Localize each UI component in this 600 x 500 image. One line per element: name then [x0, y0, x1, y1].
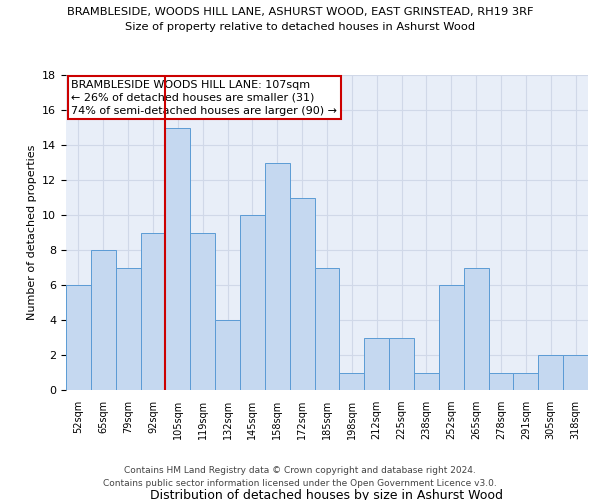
- Bar: [563, 355, 588, 390]
- Bar: [389, 338, 414, 390]
- Bar: [240, 215, 265, 390]
- Bar: [66, 285, 91, 390]
- Bar: [116, 268, 140, 390]
- Bar: [538, 355, 563, 390]
- Bar: [439, 285, 464, 390]
- Bar: [514, 372, 538, 390]
- Bar: [91, 250, 116, 390]
- Bar: [190, 232, 215, 390]
- Text: Contains HM Land Registry data © Crown copyright and database right 2024.
Contai: Contains HM Land Registry data © Crown c…: [103, 466, 497, 487]
- Text: BRAMBLESIDE, WOODS HILL LANE, ASHURST WOOD, EAST GRINSTEAD, RH19 3RF: BRAMBLESIDE, WOODS HILL LANE, ASHURST WO…: [67, 8, 533, 18]
- Bar: [340, 372, 364, 390]
- Y-axis label: Number of detached properties: Number of detached properties: [26, 145, 37, 320]
- Bar: [314, 268, 340, 390]
- Text: Size of property relative to detached houses in Ashurst Wood: Size of property relative to detached ho…: [125, 22, 475, 32]
- Bar: [464, 268, 488, 390]
- Bar: [265, 162, 290, 390]
- X-axis label: Distribution of detached houses by size in Ashurst Wood: Distribution of detached houses by size …: [151, 489, 503, 500]
- Bar: [364, 338, 389, 390]
- Bar: [140, 232, 166, 390]
- Text: BRAMBLESIDE WOODS HILL LANE: 107sqm
← 26% of detached houses are smaller (31)
74: BRAMBLESIDE WOODS HILL LANE: 107sqm ← 26…: [71, 80, 337, 116]
- Bar: [488, 372, 514, 390]
- Bar: [166, 128, 190, 390]
- Bar: [414, 372, 439, 390]
- Bar: [290, 198, 314, 390]
- Bar: [215, 320, 240, 390]
